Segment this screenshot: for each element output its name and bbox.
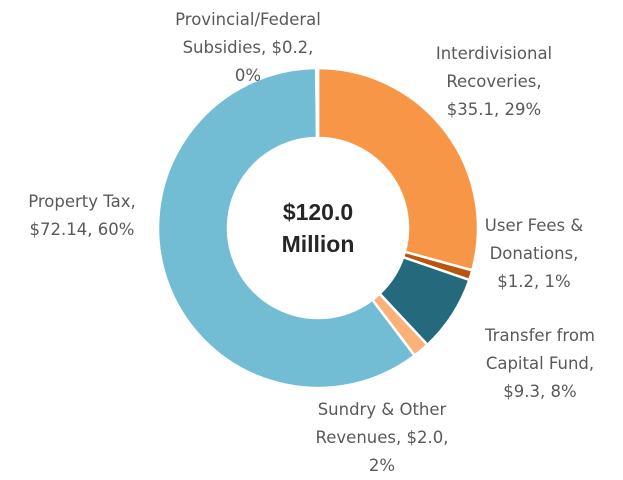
data-label: Sundry & Other Revenues, $2.0, 2% [315,400,449,475]
donut-segment [156,66,417,390]
donut-segment [315,66,320,140]
data-label: Property Tax, $72.14, 60% [28,192,136,239]
data-label: User Fees & Donations, $1.2, 1% [484,216,584,291]
data-label: Transfer from Capital Fund, $9.3, 8% [485,326,595,401]
donut-segment [316,66,480,272]
data-label: Interdivisional Recoveries, $35.1, 29% [435,44,553,119]
data-label: Provincial/Federal Subsidies, $0.2, 0% [175,10,321,85]
center-label: $120.0 Million [281,199,355,257]
